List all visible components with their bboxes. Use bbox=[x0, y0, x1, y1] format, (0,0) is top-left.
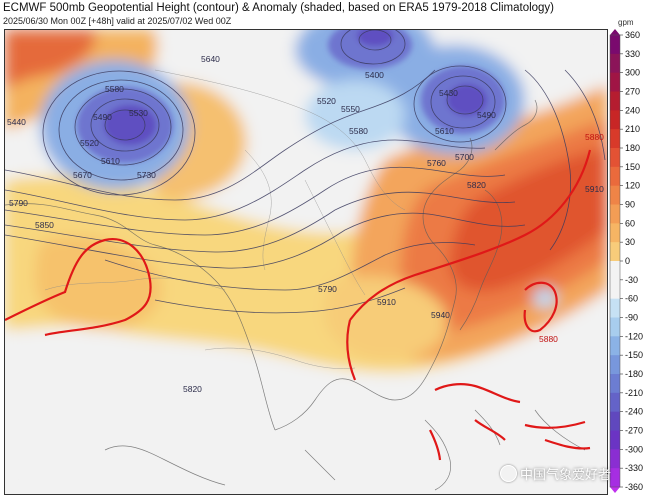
contour-label: 5580 bbox=[349, 126, 368, 136]
colorbar-tick-label: -60 bbox=[625, 294, 638, 304]
colorbar-tick-label: -360 bbox=[625, 482, 643, 492]
map-svg: 5440 5580 5530 5490 5520 5610 5670 5730 … bbox=[5, 30, 607, 494]
colorbar-swatch bbox=[610, 166, 620, 187]
colorbar-swatch bbox=[610, 374, 620, 394]
colorbar-tick-label: 240 bbox=[625, 105, 640, 115]
colorbar-swatch bbox=[610, 355, 620, 375]
colorbar-tick-label: -90 bbox=[625, 313, 638, 323]
colorbar-tick-label: 300 bbox=[625, 68, 640, 78]
cold-cores bbox=[77, 30, 505, 163]
contour-label: 5790 bbox=[9, 198, 28, 208]
colorbar-tick-label: -300 bbox=[625, 444, 643, 454]
contour-label: 5820 bbox=[183, 384, 202, 394]
contour-5880 bbox=[5, 149, 592, 461]
contour-label: 5530 bbox=[129, 108, 148, 118]
watermark: 中国气象爱好者 bbox=[500, 464, 611, 483]
colorbar-swatch bbox=[610, 242, 620, 262]
contour-label: 5940 bbox=[431, 310, 450, 320]
colorbar-swatches bbox=[609, 29, 621, 493]
colorbar-swatch bbox=[610, 110, 620, 130]
colorbar-swatch bbox=[610, 91, 620, 111]
colorbar-tick-label: -210 bbox=[625, 388, 643, 398]
contour-label: 5880 bbox=[585, 132, 604, 142]
colorbar-swatch bbox=[610, 223, 620, 243]
contour-label: 5430 bbox=[439, 88, 458, 98]
coastlines bbox=[5, 99, 586, 491]
chart-title: ECMWF 500mb Geopotential Height (contour… bbox=[3, 2, 555, 14]
contour-label: 5820 bbox=[467, 180, 486, 190]
contour-label: 5670 bbox=[73, 170, 92, 180]
colorbar-swatch bbox=[610, 261, 620, 281]
chart-subtitle: 2025/06/30 Mon 00Z [+48h] valid at 2025/… bbox=[3, 16, 232, 26]
colorbar-swatch bbox=[610, 449, 620, 469]
colorbar-swatch bbox=[610, 317, 620, 337]
colorbar-tick-label: 0 bbox=[625, 256, 630, 266]
colorbar-swatch bbox=[610, 185, 620, 205]
anomaly-shading bbox=[5, 30, 607, 494]
borders bbox=[44, 69, 406, 369]
height-contours bbox=[5, 30, 606, 314]
watermark-text: 中国气象爱好者 bbox=[520, 467, 612, 482]
contour-label: 5790 bbox=[318, 284, 337, 294]
colorbar-swatch bbox=[610, 129, 620, 149]
colorbar: 360 330 300 270 240 210 180 150 120 90 60 30 0 -30 -60… bbox=[607, 29, 650, 493]
contour-label: 5400 bbox=[365, 70, 384, 80]
colorbar-tick-label: -330 bbox=[625, 463, 643, 473]
contour-label-group: 5440 5580 5530 5490 5520 5610 5670 5730 … bbox=[7, 54, 604, 394]
contour-label: 5700 bbox=[455, 152, 474, 162]
contour-label: 5880 bbox=[539, 334, 558, 344]
colorbar-extend-bottom bbox=[610, 487, 620, 493]
contour-label: 5490 bbox=[477, 110, 496, 120]
colorbar-tick-label: 270 bbox=[625, 87, 640, 97]
colorbar-tick-label: 90 bbox=[625, 200, 635, 210]
colorbar-tick-label: 180 bbox=[625, 143, 640, 153]
colorbar-tick-label: -240 bbox=[625, 407, 643, 417]
colorbar-swatch bbox=[610, 411, 620, 431]
contour-label: 5580 bbox=[105, 84, 124, 94]
colorbar-tick-label: 360 bbox=[625, 30, 640, 40]
colorbar-tick-label: 30 bbox=[625, 237, 635, 247]
colorbar-swatch bbox=[610, 279, 620, 300]
map-panel: 5440 5580 5530 5490 5520 5610 5670 5730 … bbox=[4, 29, 608, 495]
contour-label: 5610 bbox=[435, 126, 454, 136]
contour-label: 5910 bbox=[585, 184, 604, 194]
contour-label: 5520 bbox=[80, 138, 99, 148]
contour-label: 5760 bbox=[427, 158, 446, 168]
contour-label: 5850 bbox=[35, 220, 54, 230]
colorbar-tick-label: -30 bbox=[625, 275, 638, 285]
colorbar-swatch bbox=[610, 392, 620, 413]
colorbar-tick-label: 330 bbox=[625, 49, 640, 59]
contour-label: 5550 bbox=[341, 104, 360, 114]
colorbar-extend-top bbox=[610, 29, 620, 35]
colorbar-swatch bbox=[610, 336, 620, 356]
contour-label: 5490 bbox=[93, 112, 112, 122]
colorbar-swatch bbox=[610, 468, 620, 488]
colorbar-ticks: 3603303002702402101801501209060300-30-60… bbox=[620, 30, 643, 492]
colorbar-swatch bbox=[610, 53, 620, 74]
colorbar-swatch bbox=[610, 204, 620, 224]
contour-label: 5610 bbox=[101, 156, 120, 166]
contour-label: 5520 bbox=[317, 96, 336, 106]
colorbar-unit: gpm bbox=[618, 18, 634, 27]
colorbar-swatch bbox=[610, 430, 620, 450]
colorbar-swatch bbox=[610, 298, 620, 318]
colorbar-tick-label: -120 bbox=[625, 331, 643, 341]
colorbar-tick-label: 150 bbox=[625, 162, 640, 172]
colorbar-tick-label: 120 bbox=[625, 181, 640, 191]
colorbar-tick-label: -150 bbox=[625, 350, 643, 360]
contour-label: 5640 bbox=[201, 54, 220, 64]
contour-label: 5730 bbox=[137, 170, 156, 180]
colorbar-swatch bbox=[610, 35, 620, 55]
colorbar-tick-label: -180 bbox=[625, 369, 643, 379]
weibo-icon bbox=[500, 465, 517, 482]
contour-label: 5910 bbox=[377, 297, 396, 307]
colorbar-tick-label: -270 bbox=[625, 426, 643, 436]
colorbar-tick-label: 210 bbox=[625, 124, 640, 134]
colorbar-swatch bbox=[610, 72, 620, 92]
contour-label: 5440 bbox=[7, 117, 26, 127]
colorbar-svg: 3603303002702402101801501209060300-30-60… bbox=[609, 29, 643, 493]
colorbar-tick-label: 60 bbox=[625, 218, 635, 228]
colorbar-swatch bbox=[610, 148, 620, 168]
